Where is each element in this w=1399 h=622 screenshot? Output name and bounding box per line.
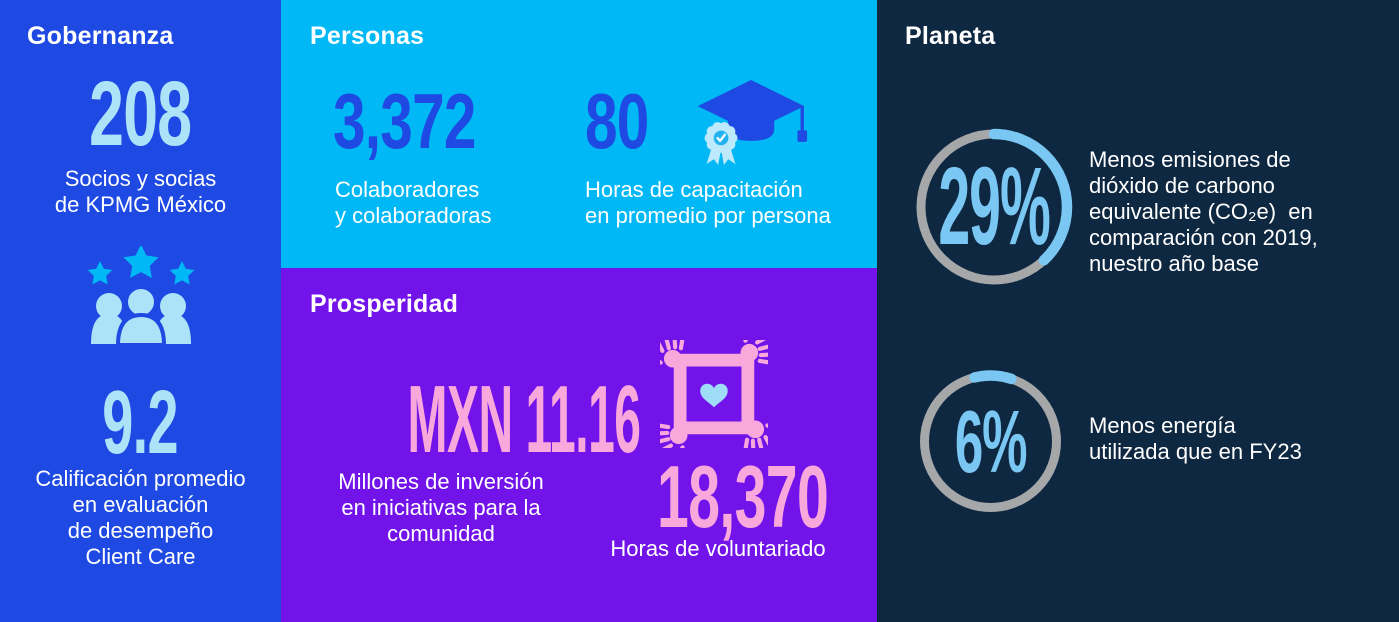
co2-gauge-value: 29% xyxy=(938,145,1050,268)
stat-label-voluntariado: Horas de voluntariado xyxy=(610,536,826,561)
people-with-stars-icon xyxy=(87,246,195,347)
section-title-personas: Personas xyxy=(310,22,425,50)
stat-value-inversion: MXN 11.16 xyxy=(407,366,641,473)
stat-label-colaboradores: Colaboradores y colaboradoras xyxy=(335,177,492,228)
section-gobernanza: Gobernanza 208 Socios y socias de KPMG M… xyxy=(0,0,281,622)
section-title-gobernanza: Gobernanza xyxy=(27,22,174,50)
energy-gauge-label: Menos energía utilizada que en FY23 xyxy=(1089,413,1302,464)
energy-gauge xyxy=(917,368,1064,515)
stat-value-voluntariado: 18,370 xyxy=(657,447,829,546)
hands-heart-icon xyxy=(660,340,768,448)
stat-label-capacitacion: Horas de capacitación en promedio por pe… xyxy=(585,177,831,228)
section-planeta: Planeta 29% Menos emisiones de dióxido d… xyxy=(877,0,1399,622)
co2-gauge xyxy=(913,126,1075,288)
stat-label-client-care: Calificación promedio en evaluación de d… xyxy=(35,466,246,569)
stat-label-inversion: Millones de inversión en iniciativas par… xyxy=(338,469,544,546)
co2-gauge-label: Menos emisiones de dióxido de carbono eq… xyxy=(1089,147,1318,276)
stat-value-colaboradores: 3,372 xyxy=(333,77,476,165)
graduation-cap-icon xyxy=(697,79,808,166)
stat-value-client-care: 9.2 xyxy=(102,373,179,473)
energy-gauge-arc xyxy=(919,370,1062,513)
section-personas: Personas 3,372 Colaboradores y colaborad… xyxy=(281,0,877,268)
stat-value-capacitacion: 80 xyxy=(585,77,649,165)
stat-label-socios: Socios y socias de KPMG México xyxy=(54,166,227,217)
section-prosperidad: Prosperidad MXN 11.16 Millones de invers… xyxy=(281,268,877,622)
section-title-planeta: Planeta xyxy=(905,22,996,50)
energy-gauge-value: 6% xyxy=(954,391,1028,491)
co2-gauge-arc xyxy=(915,128,1073,286)
stat-value-socios: 208 xyxy=(89,63,192,165)
section-title-prosperidad: Prosperidad xyxy=(310,290,459,318)
